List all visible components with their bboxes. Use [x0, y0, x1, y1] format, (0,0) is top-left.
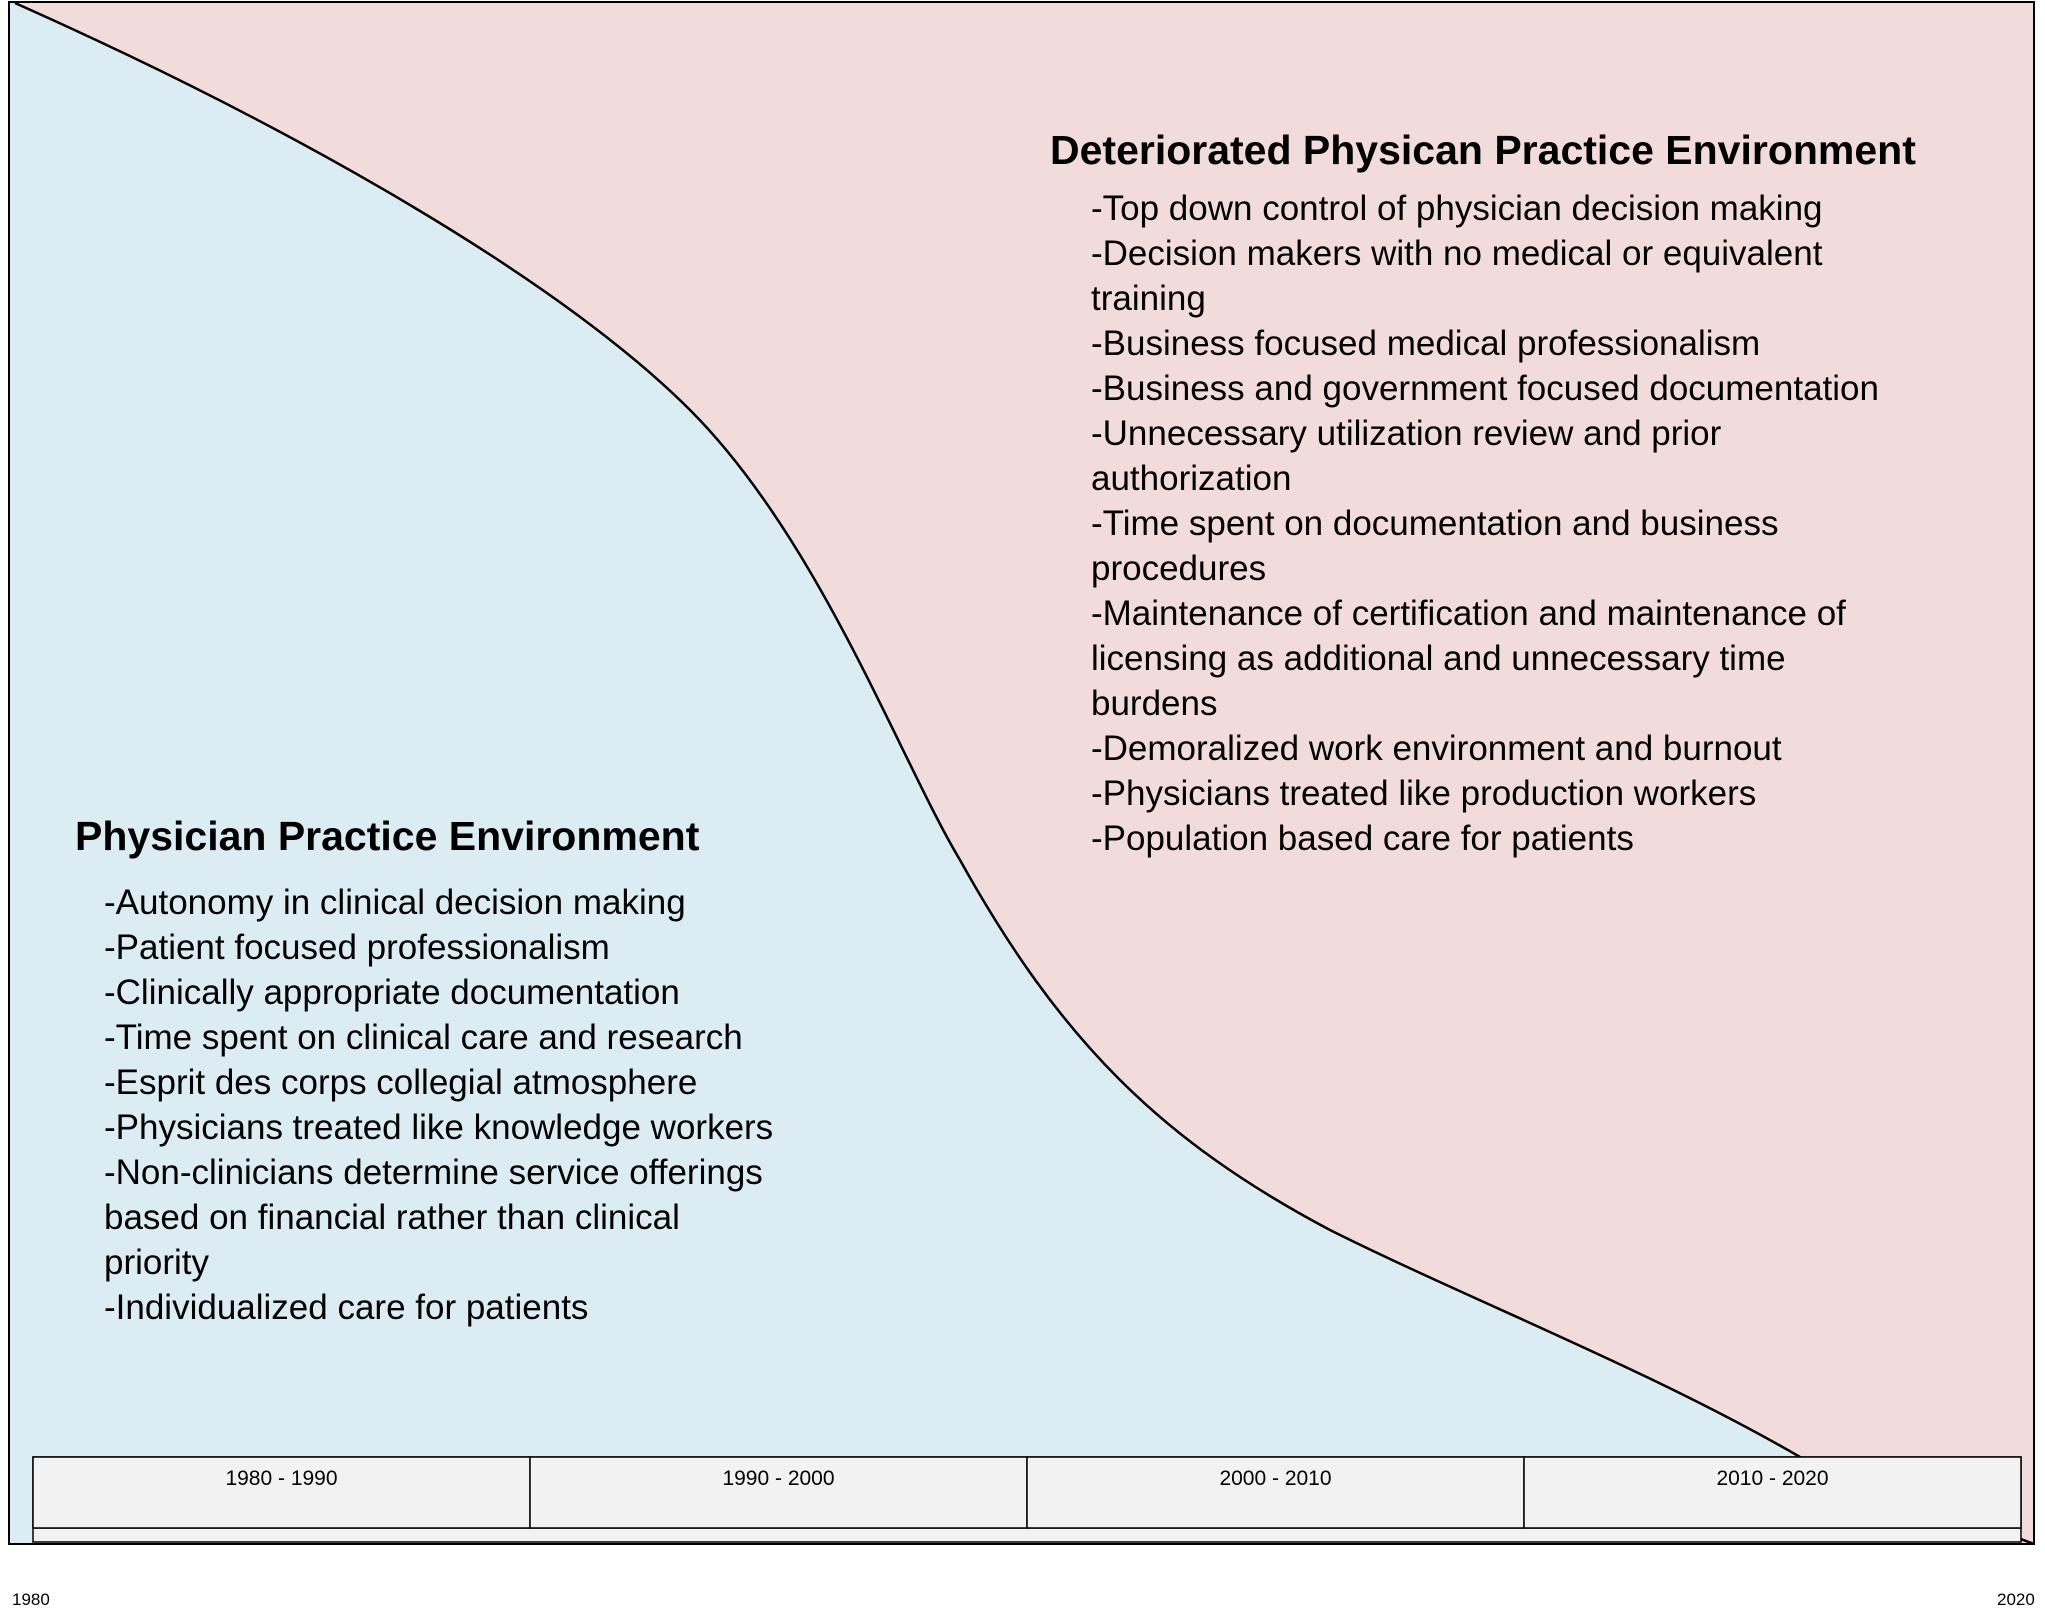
physician-practice-title: Physician Practice Environment — [75, 813, 700, 859]
deteriorated-practice-item: -Business and government focused documen… — [1091, 369, 1879, 408]
deteriorated-practice-title: Deteriorated Physican Practice Environme… — [1050, 127, 1916, 173]
deteriorated-practice-list: -Top down control of physician decision … — [1091, 186, 1921, 861]
deteriorated-practice-item: -Time spent on documentation and busines… — [1091, 504, 1779, 588]
deteriorated-practice-item: -Top down control of physician decision … — [1091, 189, 1823, 228]
timeline-bar: 1980 - 1990 1990 - 2000 2000 - 2010 2010 - … — [32, 1456, 2022, 1543]
timeline-end-label: 2020 — [1997, 1590, 2035, 1609]
timeline-period-cell — [1026, 1456, 1525, 1529]
timeline-period-label: 2000 - 2010 — [1219, 1467, 1331, 1490]
deteriorated-practice-item: -Unnecessary utilization review and prio… — [1091, 414, 1722, 498]
physician-practice-item: -Physicians treated like knowledge worke… — [104, 1108, 774, 1147]
physician-practice-panel: Physician Practice Environment -Autonomy… — [75, 812, 775, 1330]
physician-practice-list: -Autonomy in clinical decision making -Pa… — [104, 880, 784, 1330]
physician-practice-item: -Autonomy in clinical decision making — [104, 883, 686, 922]
deteriorated-practice-item: -Physicians treated like production work… — [1091, 774, 1757, 813]
deteriorated-practice-item: -Decision makers with no medical or equi… — [1091, 234, 1823, 318]
deteriorated-practice-item: -Maintenance of certification and mainte… — [1091, 594, 1846, 723]
physician-practice-item: -Individualized care for patients — [104, 1288, 589, 1327]
physician-practice-item: -Non-clinicians determine service offeri… — [104, 1153, 763, 1282]
deteriorated-practice-item: -Demoralized work environment and burnou… — [1091, 729, 1782, 768]
timeline-period-label: 1990 - 2000 — [722, 1467, 834, 1490]
deteriorated-practice-panel: Deteriorated Physican Practice Environme… — [1050, 126, 2010, 861]
physician-practice-item: -Clinically appropriate documentation — [104, 973, 680, 1012]
diagram-frame — [8, 1, 2035, 1545]
deteriorated-practice-item: -Business focused medical professionalis… — [1091, 324, 1761, 363]
physician-practice-item: -Esprit des corps collegial atmosphere — [104, 1063, 698, 1102]
timeline-period-label: 1980 - 1990 — [225, 1467, 337, 1490]
physician-practice-item: -Patient focused professionalism — [104, 928, 610, 967]
timeline-period-cell — [32, 1456, 531, 1529]
new-era-region — [15, 2, 2034, 1544]
timeline-start-label: 1980 — [12, 1590, 50, 1609]
transition-curve — [14, 1, 2035, 1546]
timeline-period-cell — [529, 1456, 1028, 1529]
physician-practice-item: -Time spent on clinical care and researc… — [104, 1018, 743, 1057]
deteriorated-practice-item: -Population based care for patients — [1091, 819, 1634, 858]
timeline-period-label: 2010 - 2020 — [1716, 1467, 1828, 1490]
timeline-period-cell — [1523, 1456, 2022, 1529]
